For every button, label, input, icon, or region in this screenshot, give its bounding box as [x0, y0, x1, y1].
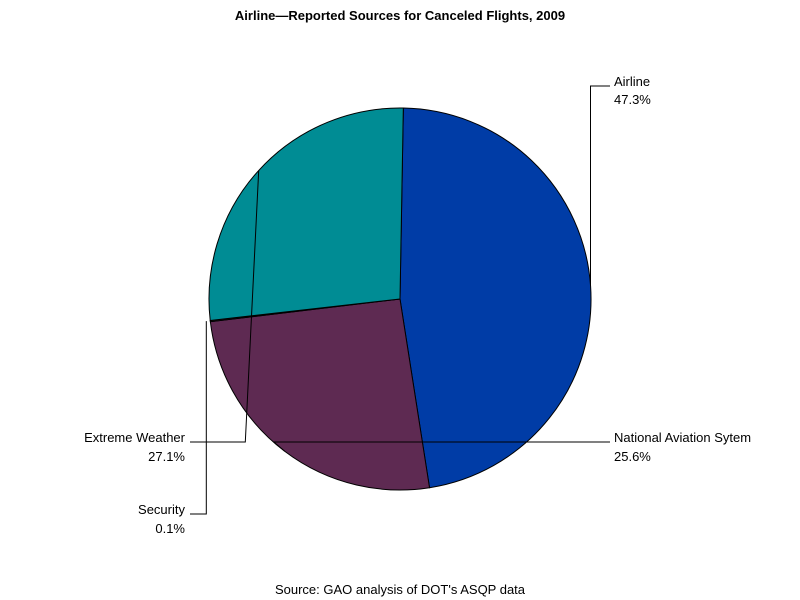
source-note: Source: GAO analysis of DOT's ASQP data — [275, 582, 526, 597]
chart-title: Airline—Reported Sources for Canceled Fl… — [235, 8, 565, 23]
pie-slice-extreme-weather — [208, 107, 404, 322]
leader-line-airline — [590, 85, 610, 286]
pie-slice-airline — [399, 107, 592, 489]
pct-security: 0.1% — [155, 521, 185, 536]
label-security: Security — [138, 502, 185, 517]
pct-extreme-weather: 27.1% — [148, 449, 185, 464]
pie-slice-national-aviation-sytem — [209, 298, 431, 491]
leader-lines — [190, 85, 610, 515]
leader-line-extreme-weather — [190, 170, 260, 443]
leader-line-security — [190, 321, 207, 515]
label-airline: Airline — [614, 74, 650, 89]
pie-slices — [208, 107, 592, 491]
pct-national-aviation-system: 25.6% — [614, 449, 651, 464]
pct-airline: 47.3% — [614, 92, 651, 107]
leader-line-national-aviation-sytem — [272, 441, 610, 452]
label-national-aviation-system: National Aviation Sytem — [614, 430, 751, 445]
label-extreme-weather: Extreme Weather — [84, 430, 186, 445]
